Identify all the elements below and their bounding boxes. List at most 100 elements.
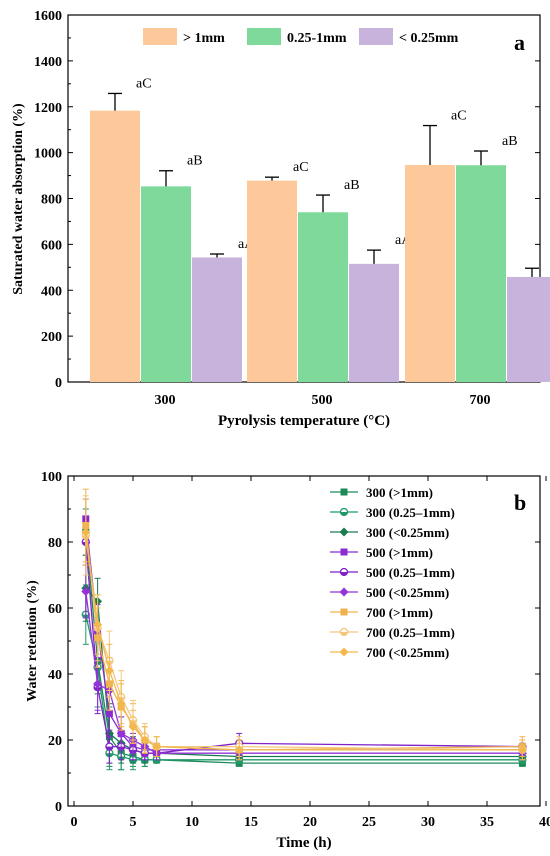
data-point: [128, 722, 138, 732]
series-line: [85, 591, 523, 754]
series-line: [85, 614, 523, 761]
x-tick-label: 15: [244, 815, 258, 830]
x-tick-label: 35: [480, 815, 494, 830]
y-tick-label: 200: [41, 330, 62, 345]
y-tick-label: 40: [48, 668, 62, 683]
data-point-fill: [235, 759, 243, 764]
data-point: [116, 728, 126, 738]
legend-label: 700 (0.25–1mm): [366, 625, 455, 640]
panel-a-xlabel: Pyrolysis temperature (°C): [218, 413, 390, 429]
y-tick-label: 400: [41, 284, 62, 299]
data-point: [340, 608, 348, 616]
data-point-fill: [518, 759, 526, 764]
y-tick-label: 800: [41, 193, 62, 208]
x-tick-label: 700: [470, 393, 491, 408]
y-tick-label: 80: [48, 536, 62, 551]
data-point: [104, 666, 114, 676]
bar: [298, 212, 348, 382]
data-point: [93, 679, 103, 689]
series-line: [85, 525, 523, 751]
legend-label: 500 (<0.25mm): [366, 585, 449, 600]
y-tick-label: 60: [48, 602, 62, 617]
series-line: [85, 532, 523, 751]
legend-label: 300 (0.25–1mm): [366, 505, 455, 520]
series-line: [85, 535, 523, 751]
y-tick-label: 600: [41, 238, 62, 253]
bar: [141, 186, 191, 382]
legend-label: < 0.25mm: [399, 31, 459, 46]
x-tick-label: 10: [185, 815, 199, 830]
bar: [90, 110, 140, 382]
series-group: [82, 508, 526, 771]
data-point-fill: [105, 746, 113, 751]
legend-label: 0.25-1mm: [287, 31, 347, 46]
legend-label: 700 (<0.25mm): [366, 645, 449, 660]
panel-b-xlabel: Time (h): [276, 835, 331, 851]
data-point-fill: [340, 512, 348, 516]
y-tick-label: 0: [55, 376, 62, 391]
y-tick-label: 1000: [34, 147, 62, 162]
x-tick-label: 300: [155, 393, 176, 408]
data-point: [517, 745, 527, 755]
y-tick-label: 1400: [34, 55, 62, 70]
x-tick-label: 25: [362, 815, 376, 830]
series-group: [81, 554, 527, 764]
data-point-fill: [340, 572, 348, 576]
series-line: [85, 518, 523, 751]
panel-a-ylabel: Saturated water absorption (%): [11, 103, 26, 295]
x-tick-label: 500: [312, 393, 333, 408]
panel-a-label: a: [514, 30, 525, 55]
panel-b-ylabel: Water retention (%): [25, 580, 40, 702]
bar: [456, 165, 506, 382]
data-point: [81, 587, 91, 596]
data-label: aC: [136, 76, 152, 91]
bar: [247, 180, 297, 382]
bar: [192, 257, 242, 382]
series-line: [85, 587, 523, 758]
legend-label: 700 (>1mm): [366, 605, 433, 620]
series-line: [85, 541, 523, 754]
series-group: [81, 495, 527, 761]
bar: [507, 276, 550, 382]
x-tick-label: 40: [539, 815, 550, 830]
data-point: [340, 548, 348, 556]
data-point: [152, 742, 162, 752]
legend-label: 500 (>1mm): [366, 545, 433, 560]
series-group: [81, 518, 527, 764]
series-group: [82, 488, 526, 761]
data-point: [81, 527, 91, 537]
y-tick-label: 20: [48, 734, 62, 749]
data-point-fill: [340, 632, 348, 636]
data-point: [105, 710, 113, 718]
bar: [405, 165, 455, 382]
y-tick-label: 1600: [34, 9, 62, 24]
x-tick-label: 5: [130, 815, 137, 830]
data-point: [339, 527, 349, 537]
data-point: [116, 699, 126, 709]
data-point: [140, 735, 150, 745]
data-label: aB: [187, 154, 203, 169]
data-point: [339, 587, 349, 597]
y-tick-label: 0: [55, 800, 62, 815]
x-tick-label: 20: [303, 815, 317, 830]
data-point: [234, 745, 244, 755]
series-line: [85, 532, 523, 764]
data-point: [93, 620, 103, 629]
legend-label: 300 (<0.25mm): [366, 525, 449, 540]
data-point: [339, 647, 349, 657]
series-group: [82, 498, 526, 761]
data-label: aB: [502, 134, 518, 149]
panel-b-label: b: [514, 490, 526, 515]
y-tick-label: 1200: [34, 101, 62, 116]
legend-swatch: [247, 28, 281, 45]
data-point-fill: [153, 759, 161, 764]
data-label: aC: [451, 109, 467, 124]
legend-swatch: [359, 28, 393, 45]
series-group: [81, 498, 527, 761]
data-label: aC: [293, 160, 309, 175]
legend-label: 500 (0.25–1mm): [366, 565, 455, 580]
x-tick-label: 0: [71, 815, 78, 830]
y-tick-label: 100: [41, 470, 62, 485]
panel-b-plot: 0 20 40 60 80 100 0 5 10 15 20 25 30 35 40 300 (>1mm) 30…: [41, 470, 550, 830]
